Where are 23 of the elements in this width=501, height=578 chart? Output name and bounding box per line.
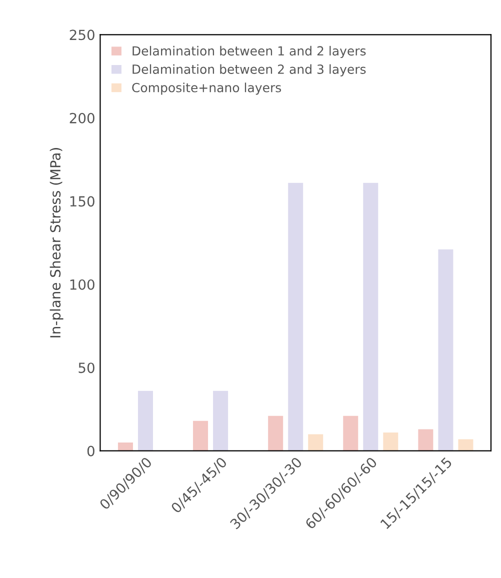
bar bbox=[268, 416, 284, 451]
y-tick-label: 200 bbox=[70, 112, 94, 124]
bar bbox=[308, 434, 324, 451]
bar bbox=[288, 182, 304, 451]
bar bbox=[193, 420, 208, 451]
y-tick-label: 150 bbox=[70, 196, 94, 207]
y-tick-label: 100 bbox=[70, 279, 94, 290]
y-tick-label: 50 bbox=[78, 362, 94, 374]
bar bbox=[138, 390, 153, 451]
bar bbox=[438, 249, 454, 451]
bar bbox=[363, 182, 378, 451]
bar bbox=[343, 416, 358, 451]
y-tick-label: 250 bbox=[70, 30, 94, 40]
y-axis-title: In-plane Shear Stress (MPa) bbox=[50, 148, 64, 338]
bar bbox=[458, 439, 474, 451]
bar bbox=[383, 432, 398, 451]
y-tick-label: 0 bbox=[87, 446, 94, 456]
bar bbox=[418, 429, 434, 451]
bar bbox=[213, 390, 228, 451]
legend-label: Delamination between 2 and 3 layers bbox=[132, 64, 366, 76]
bar bbox=[118, 442, 133, 451]
legend-label: Composite+nano layers bbox=[132, 82, 282, 95]
legend-label: Delamination between 1 and 2 layers bbox=[132, 46, 366, 58]
